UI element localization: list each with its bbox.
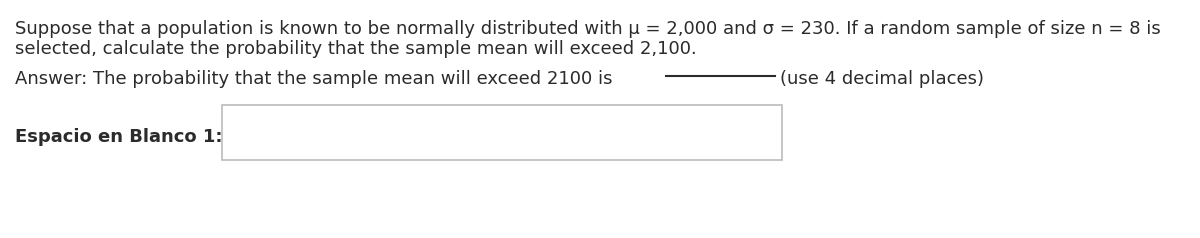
Text: Answer: The probability that the sample mean will exceed 2100 is: Answer: The probability that the sample …: [14, 70, 612, 88]
FancyBboxPatch shape: [222, 105, 782, 160]
Text: Espacio en Blanco 1:: Espacio en Blanco 1:: [14, 128, 222, 146]
Text: selected, calculate the probability that the sample mean will exceed 2,100.: selected, calculate the probability that…: [14, 40, 697, 58]
Text: (use 4 decimal places): (use 4 decimal places): [780, 70, 984, 88]
Text: Suppose that a population is known to be normally distributed with μ = 2,000 and: Suppose that a population is known to be…: [14, 20, 1160, 38]
